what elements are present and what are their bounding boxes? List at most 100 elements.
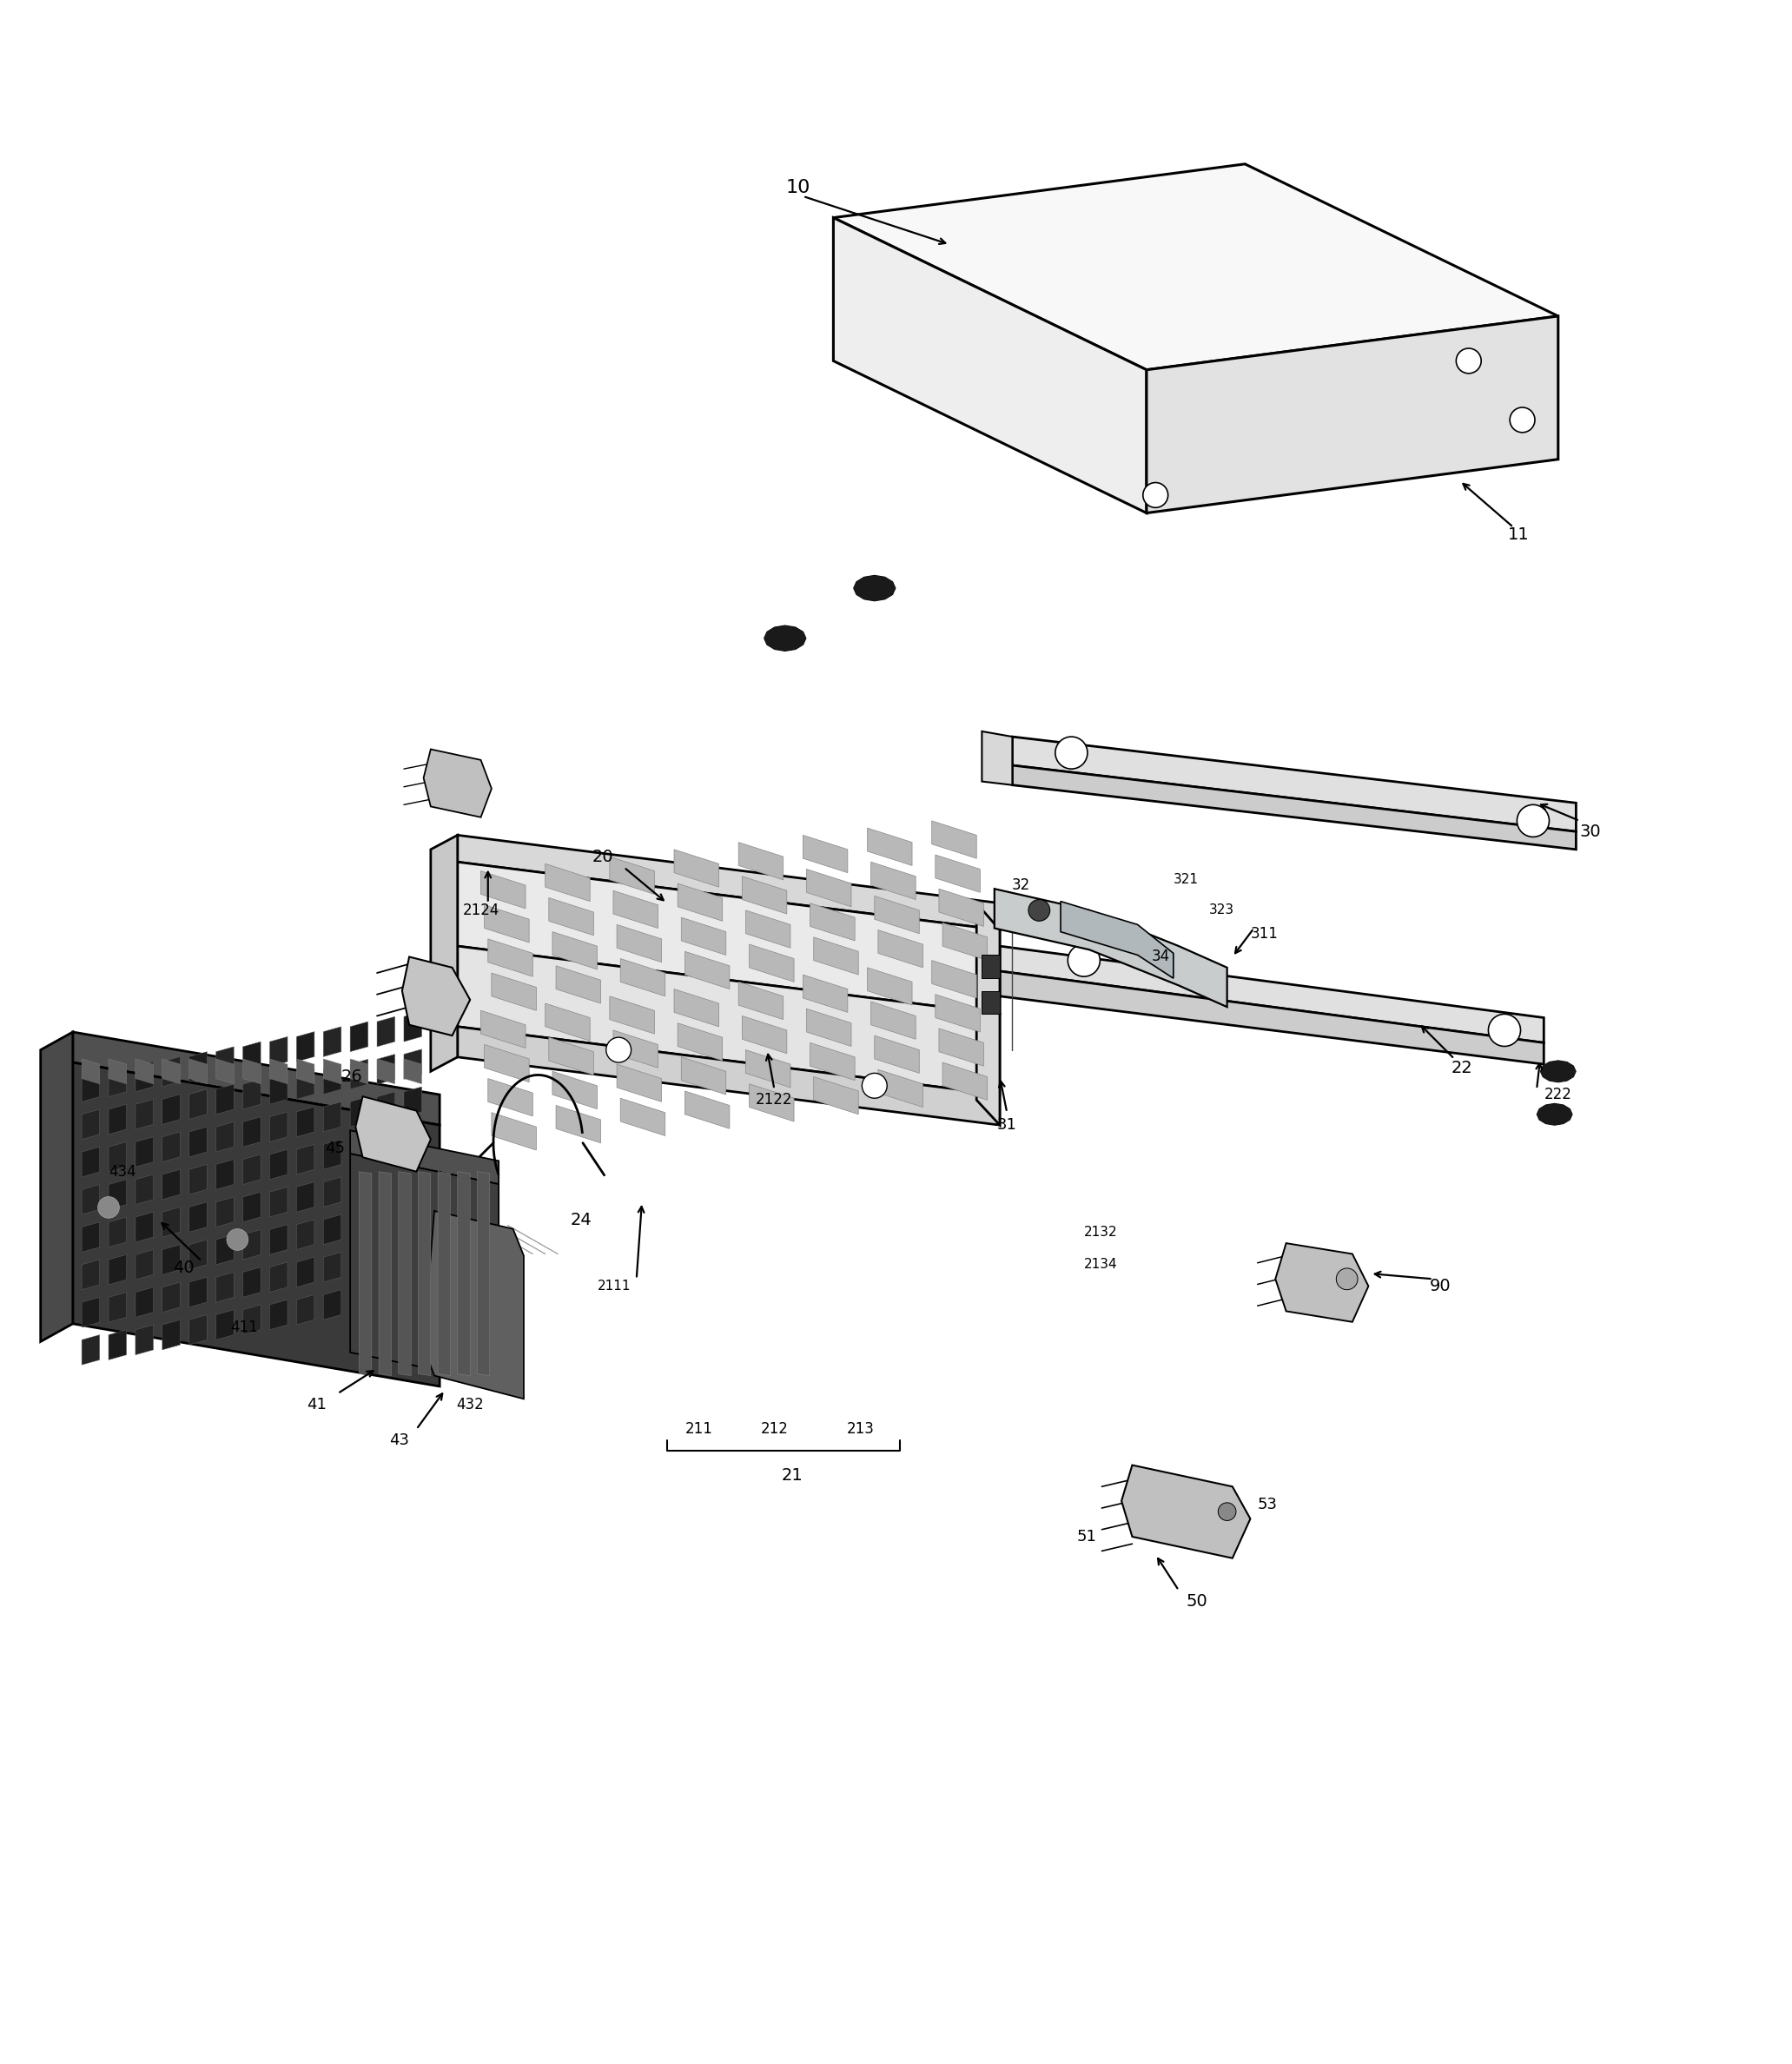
Text: 51: 51 — [1077, 1529, 1097, 1544]
Polygon shape — [1061, 902, 1174, 978]
Polygon shape — [403, 1059, 421, 1084]
Polygon shape — [109, 1329, 127, 1360]
Polygon shape — [217, 1046, 233, 1077]
Polygon shape — [932, 960, 977, 999]
Polygon shape — [742, 877, 787, 914]
Polygon shape — [242, 1267, 260, 1298]
Polygon shape — [269, 1263, 287, 1292]
Polygon shape — [190, 1127, 208, 1158]
Text: 311: 311 — [1251, 927, 1278, 941]
Polygon shape — [403, 1125, 421, 1154]
Polygon shape — [349, 1059, 367, 1084]
Polygon shape — [556, 1106, 600, 1143]
Polygon shape — [685, 1092, 729, 1129]
Bar — [982, 956, 1000, 978]
Polygon shape — [136, 1100, 154, 1129]
Polygon shape — [323, 1253, 340, 1282]
Polygon shape — [323, 1139, 340, 1170]
Polygon shape — [1122, 1465, 1251, 1558]
Polygon shape — [358, 1172, 371, 1375]
Polygon shape — [136, 1061, 154, 1092]
Polygon shape — [1012, 766, 1575, 850]
Polygon shape — [136, 1174, 154, 1205]
Polygon shape — [871, 863, 916, 900]
Polygon shape — [349, 1059, 367, 1090]
Polygon shape — [685, 952, 729, 989]
Text: 2132: 2132 — [1084, 1226, 1118, 1238]
Polygon shape — [487, 1079, 532, 1117]
Text: 50: 50 — [1186, 1593, 1208, 1610]
Polygon shape — [349, 1247, 367, 1278]
Circle shape — [1029, 900, 1050, 921]
Polygon shape — [491, 972, 536, 1011]
Text: 2122: 2122 — [756, 1092, 792, 1108]
Text: 22: 22 — [1452, 1059, 1473, 1075]
Circle shape — [1457, 349, 1482, 374]
Polygon shape — [609, 857, 654, 894]
Polygon shape — [810, 904, 855, 941]
Polygon shape — [190, 1240, 208, 1269]
Polygon shape — [296, 1059, 314, 1084]
Text: 2124: 2124 — [462, 902, 500, 918]
Polygon shape — [190, 1053, 208, 1082]
Polygon shape — [477, 1172, 489, 1375]
Polygon shape — [548, 898, 593, 935]
Polygon shape — [677, 1024, 722, 1061]
Polygon shape — [269, 1150, 287, 1179]
Text: 34: 34 — [1152, 949, 1170, 964]
Polygon shape — [552, 931, 597, 970]
Polygon shape — [296, 1032, 314, 1061]
Circle shape — [228, 1228, 247, 1251]
Polygon shape — [457, 945, 1000, 1094]
Polygon shape — [269, 1059, 287, 1084]
Polygon shape — [269, 1224, 287, 1255]
Text: 213: 213 — [846, 1422, 874, 1437]
Polygon shape — [674, 989, 719, 1026]
Polygon shape — [681, 918, 726, 956]
Polygon shape — [73, 1032, 439, 1125]
Polygon shape — [190, 1201, 208, 1232]
Polygon shape — [242, 1193, 260, 1222]
Circle shape — [1337, 1267, 1358, 1290]
Polygon shape — [620, 958, 665, 997]
Polygon shape — [376, 1018, 394, 1046]
Polygon shape — [616, 1065, 661, 1102]
Polygon shape — [401, 958, 470, 1036]
Polygon shape — [677, 883, 722, 921]
Polygon shape — [376, 1205, 394, 1234]
Polygon shape — [674, 850, 719, 888]
Polygon shape — [217, 1160, 233, 1189]
Polygon shape — [939, 1028, 984, 1065]
Polygon shape — [935, 854, 980, 892]
Polygon shape — [242, 1042, 260, 1071]
Circle shape — [99, 1197, 120, 1218]
Text: 32: 32 — [1012, 877, 1030, 894]
Circle shape — [606, 1038, 631, 1063]
Polygon shape — [738, 842, 783, 879]
Polygon shape — [403, 1049, 421, 1079]
Circle shape — [1055, 737, 1088, 770]
Text: 24: 24 — [570, 1212, 591, 1228]
Polygon shape — [136, 1059, 154, 1084]
Polygon shape — [349, 1135, 367, 1164]
Polygon shape — [163, 1094, 181, 1125]
Polygon shape — [242, 1079, 260, 1108]
Circle shape — [1143, 483, 1168, 508]
Polygon shape — [806, 1009, 851, 1046]
Polygon shape — [376, 1055, 394, 1084]
Text: 323: 323 — [1210, 904, 1235, 916]
Polygon shape — [242, 1230, 260, 1259]
Polygon shape — [376, 1280, 394, 1311]
Polygon shape — [403, 1276, 421, 1304]
Text: 432: 432 — [457, 1397, 484, 1412]
Polygon shape — [457, 836, 1000, 931]
Polygon shape — [745, 1051, 790, 1088]
Polygon shape — [681, 1057, 726, 1094]
Polygon shape — [403, 1011, 421, 1042]
Polygon shape — [548, 1038, 593, 1075]
Text: 30: 30 — [1579, 824, 1600, 840]
Polygon shape — [217, 1271, 233, 1302]
Polygon shape — [1147, 316, 1559, 514]
Polygon shape — [242, 1117, 260, 1148]
Polygon shape — [136, 1288, 154, 1317]
